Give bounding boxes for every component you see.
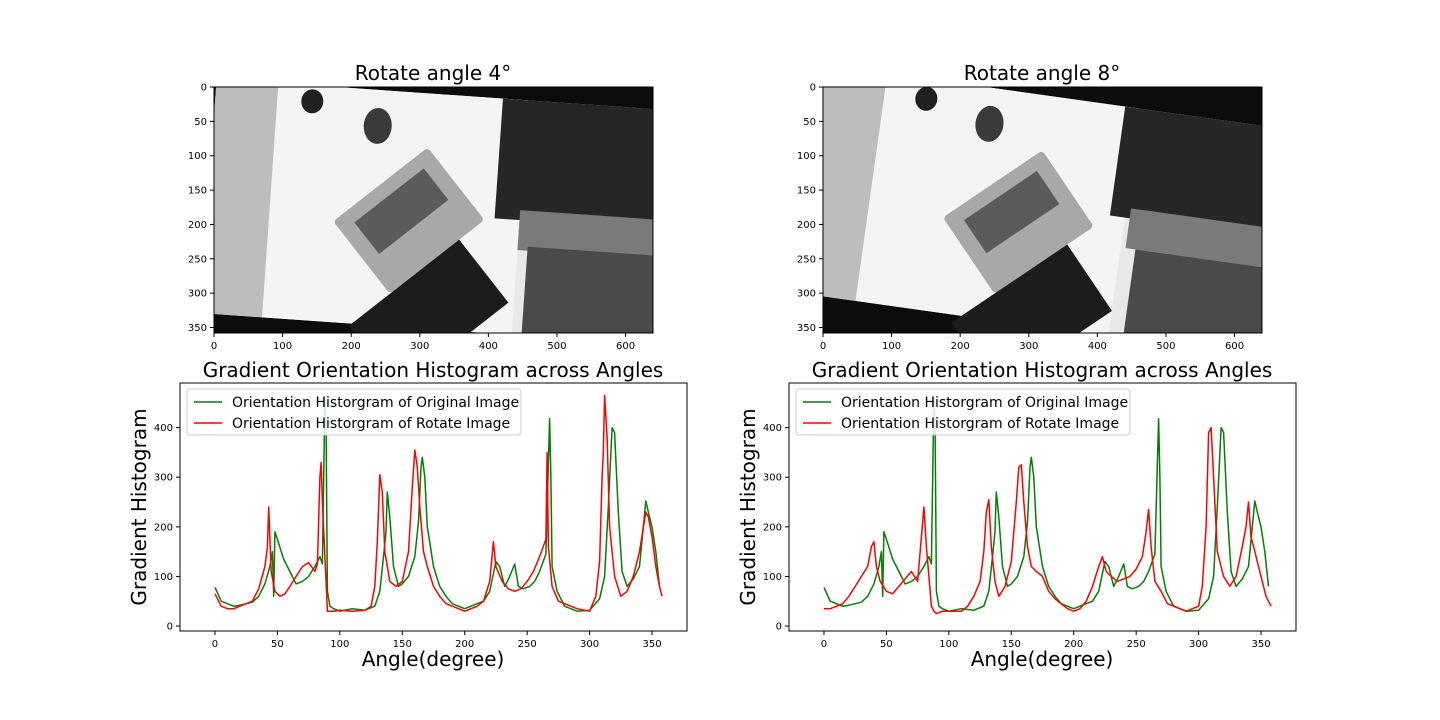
- y-tick-label: 300: [797, 289, 816, 300]
- y-tick-label: 350: [797, 323, 816, 334]
- y-tick-label: 100: [154, 572, 173, 583]
- x-axis-label: Angle(degree): [362, 647, 505, 671]
- y-axis-label: Gradient Histogram: [736, 408, 760, 605]
- legend-label-rotate: Orientation Historgram of Rotate Image: [841, 416, 1119, 432]
- y-tick-label: 400: [763, 423, 782, 434]
- rotated-image-4deg: [214, 87, 653, 333]
- y-axis-label: Gradient Histogram: [127, 408, 151, 605]
- image-panel-title: Rotate angle 4°: [355, 61, 511, 85]
- y-tick-label: 150: [797, 186, 816, 197]
- x-tick-label: 300: [410, 341, 429, 352]
- legend-box: [186, 388, 522, 436]
- y-tick-label: 350: [188, 323, 207, 334]
- y-tick-label: 0: [776, 622, 782, 633]
- x-tick-label: 100: [882, 341, 901, 352]
- x-tick-label: 200: [951, 341, 970, 352]
- series-line-rotate: [214, 394, 663, 612]
- legend-label-rotate: Orientation Historgram of Rotate Image: [232, 416, 510, 432]
- x-tick-label: 600: [616, 341, 635, 352]
- y-tick-label: 100: [797, 151, 816, 162]
- x-tick-label: 400: [479, 341, 498, 352]
- image-panel-title: Rotate angle 8°: [964, 61, 1120, 85]
- x-tick-label: 200: [1064, 639, 1083, 650]
- x-tick-label: 600: [1225, 341, 1244, 352]
- chart-title: Gradient Orientation Histogram across An…: [203, 358, 664, 382]
- x-tick-label: 150: [393, 639, 412, 650]
- legend-label-original: Orientation Historgram of Original Image: [232, 395, 519, 411]
- x-tick-label: 200: [455, 639, 474, 650]
- y-tick-label: 0: [810, 83, 816, 94]
- series-line-original: [823, 394, 1270, 612]
- x-tick-label: 100: [273, 341, 292, 352]
- series-lines: [214, 394, 663, 612]
- y-tick-label: 50: [194, 117, 207, 128]
- y-tick-label: 100: [763, 572, 782, 583]
- x-tick-label: 300: [1189, 639, 1208, 650]
- x-axis-label: Angle(degree): [971, 647, 1114, 671]
- gradient-histogram-chart-4deg: 0 50 100 150 200 250 300 350 0 100 200 300 400 Orient…: [154, 382, 688, 650]
- y-tick-label: 200: [188, 220, 207, 231]
- x-tick-label: 0: [820, 341, 826, 352]
- y-tick-label: 300: [188, 289, 207, 300]
- x-tick-label: 350: [1251, 639, 1270, 650]
- y-tick-label: 200: [797, 220, 816, 231]
- y-tick-label: 50: [803, 117, 816, 128]
- x-tick-label: 400: [1088, 341, 1107, 352]
- y-tick-label: 200: [154, 522, 173, 533]
- chart-title: Gradient Orientation Histogram across An…: [812, 358, 1273, 382]
- y-tick-label: 250: [188, 254, 207, 265]
- x-tick-label: 150: [1002, 639, 1021, 650]
- x-tick-label: 100: [939, 639, 958, 650]
- x-tick-label: 0: [212, 639, 218, 650]
- x-tick-label: 0: [821, 639, 827, 650]
- x-tick-label: 250: [518, 639, 537, 650]
- legend-label-original: Orientation Historgram of Original Image: [841, 395, 1128, 411]
- image-frame: [822, 86, 1263, 334]
- series-lines: [823, 394, 1272, 615]
- y-tick-label: 100: [188, 151, 207, 162]
- x-tick-label: 250: [1127, 639, 1146, 650]
- image-axes: 0 100 200 300 400 500 600 0 50 100 150 200 250 300 350: [188, 83, 635, 353]
- x-tick-label: 50: [271, 639, 284, 650]
- x-tick-label: 500: [547, 341, 566, 352]
- y-tick-label: 150: [188, 186, 207, 197]
- y-tick-label: 250: [797, 254, 816, 265]
- y-tick-label: 400: [154, 423, 173, 434]
- series-line-rotate: [824, 426, 1272, 615]
- x-tick-label: 0: [211, 341, 217, 352]
- y-tick-label: 0: [201, 83, 207, 94]
- y-tick-label: 200: [763, 522, 782, 533]
- y-tick-label: 300: [154, 473, 173, 484]
- x-tick-label: 100: [330, 639, 349, 650]
- x-tick-label: 350: [642, 639, 661, 650]
- y-tick-label: 300: [763, 473, 782, 484]
- image-axes: 0 100 200 300 400 500 600 0 50 100 150 200 250 300 350: [797, 83, 1244, 353]
- y-tick-label: 0: [167, 622, 173, 633]
- x-tick-label: 200: [342, 341, 361, 352]
- gradient-histogram-chart-8deg: 0 50 100 150 200 250 300 350 0 100 200 300 400 Orient…: [763, 382, 1297, 650]
- x-tick-label: 300: [1019, 341, 1038, 352]
- legend-box: [795, 388, 1131, 436]
- image-frame: [213, 86, 654, 334]
- x-tick-label: 50: [880, 639, 893, 650]
- series-line-original: [214, 394, 661, 612]
- x-tick-label: 300: [580, 639, 599, 650]
- rotated-image-8deg: [823, 87, 1262, 333]
- x-tick-label: 500: [1156, 341, 1175, 352]
